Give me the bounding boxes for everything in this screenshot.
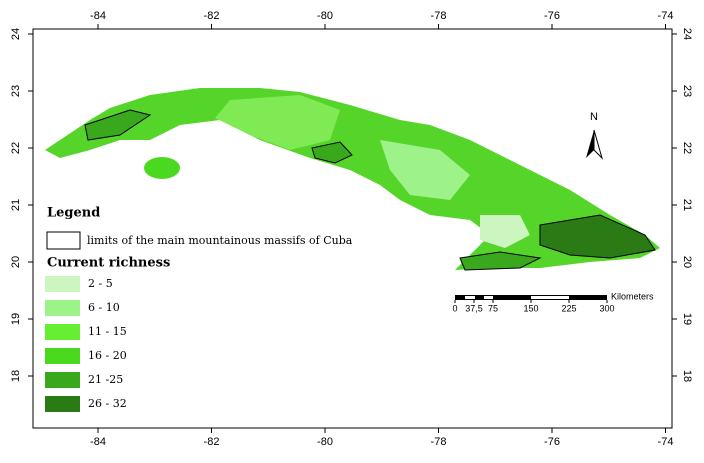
y-tick-label: 19 <box>10 313 22 325</box>
x-tick-label: -84 <box>90 10 106 22</box>
mountain-massif <box>459 251 542 271</box>
boundary-swatch <box>46 231 81 250</box>
legend-swatch <box>45 276 80 292</box>
mountain-massif <box>311 141 353 164</box>
richness-zone <box>480 215 530 248</box>
scale-label: 225 <box>561 303 576 313</box>
x-tick-label: -76 <box>544 10 560 22</box>
scale-bar-segment <box>531 296 569 299</box>
x-tick-label: -82 <box>204 10 220 22</box>
legend-label: 6 - 10 <box>88 301 120 314</box>
cuba-island <box>45 88 660 271</box>
legend-swatch <box>45 300 80 316</box>
richness-zone <box>215 95 340 150</box>
x-tick-label: -74 <box>658 436 674 448</box>
y-tick-label: 23 <box>10 85 22 97</box>
y-tick-label: 22 <box>681 142 693 154</box>
legend-label: 16 - 20 <box>88 349 127 362</box>
legend-swatch <box>45 348 80 364</box>
x-tick-label: -78 <box>431 10 447 22</box>
x-tick-label: -78 <box>431 436 447 448</box>
legend-swatch <box>45 396 80 412</box>
scale-label: 37,5 <box>465 303 483 313</box>
legend-swatch <box>45 372 80 388</box>
scale-bar-segment <box>465 296 475 299</box>
north-arrow: N <box>586 111 604 160</box>
north-arrow-half <box>586 130 594 158</box>
scale-bar: Kilometers <box>455 291 654 301</box>
legend-label: 2 - 5 <box>88 277 113 290</box>
scale-label: 150 <box>523 303 538 313</box>
north-label: N <box>590 111 598 123</box>
richness-zone <box>380 140 470 200</box>
y-tick-label: 21 <box>10 199 22 211</box>
mountain-massif <box>84 109 152 141</box>
legend-title: Legend <box>47 206 100 221</box>
y-tick-label: 24 <box>681 28 693 40</box>
richness-title: Current richness <box>47 256 170 271</box>
scale-label: 75 <box>488 303 498 313</box>
scale-label: 0 <box>452 303 457 313</box>
north-arrow-half <box>593 129 604 160</box>
y-tick-label: 19 <box>681 313 693 325</box>
scale-label: 300 <box>599 303 614 313</box>
scale-unit: Kilometers <box>611 291 654 301</box>
y-tick-label: 23 <box>681 85 693 97</box>
y-tick-label: 18 <box>10 370 22 382</box>
x-tick-label: -74 <box>658 10 674 22</box>
x-tick-label: -84 <box>90 436 106 448</box>
boundary-label: limits of the main mountainous massifs o… <box>87 234 353 247</box>
y-tick-label: 21 <box>681 199 693 211</box>
isla-juventud <box>144 157 180 179</box>
mountain-massif <box>539 214 656 259</box>
y-tick-label: 18 <box>681 370 693 382</box>
legend-label: 21 -25 <box>88 373 123 386</box>
scale-bar-segment <box>484 296 493 299</box>
legend-swatch <box>45 324 80 340</box>
y-tick-label: 22 <box>10 142 22 154</box>
x-tick-label: -76 <box>544 436 560 448</box>
legend-label: 26 - 32 <box>88 397 127 410</box>
y-tick-label: 20 <box>10 256 22 268</box>
x-tick-label: -80 <box>317 10 333 22</box>
x-tick-label: -82 <box>204 436 220 448</box>
x-tick-label: -80 <box>317 436 333 448</box>
y-tick-label: 24 <box>10 28 22 40</box>
y-tick-label: 20 <box>681 256 693 268</box>
legend-label: 11 - 15 <box>88 325 127 338</box>
